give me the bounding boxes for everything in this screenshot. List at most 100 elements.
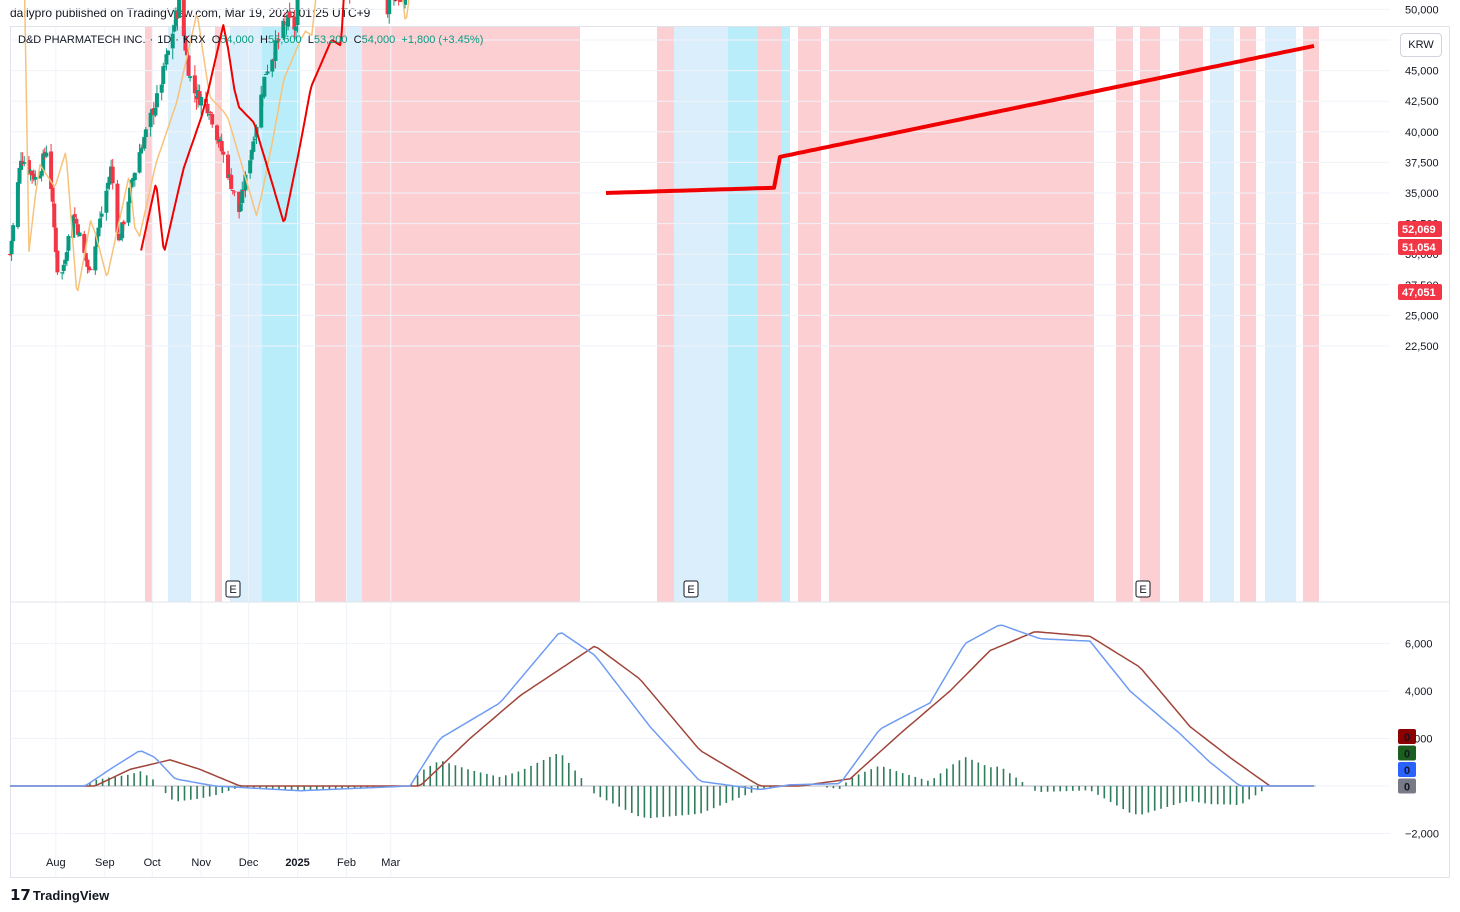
candle-up[interactable]	[33, 176, 38, 180]
candle-down[interactable]	[398, 0, 403, 2]
candle-up[interactable]	[172, 25, 177, 32]
candle-up[interactable]	[262, 76, 267, 97]
currency-button[interactable]: KRW	[1400, 33, 1442, 57]
candle-up[interactable]	[275, 40, 280, 44]
candle-down[interactable]	[52, 203, 57, 228]
candle-up[interactable]	[153, 107, 158, 116]
interval[interactable]: 1D	[157, 34, 172, 46]
candle-down[interactable]	[184, 49, 189, 56]
candle-up[interactable]	[164, 54, 169, 65]
candle-up[interactable]	[39, 171, 44, 176]
candle-up[interactable]	[44, 152, 49, 157]
candle-up[interactable]	[19, 160, 24, 171]
candle-up[interactable]	[17, 167, 22, 184]
candle-up[interactable]	[238, 204, 243, 212]
candle-up[interactable]	[162, 65, 167, 67]
candle-up[interactable]	[64, 252, 69, 261]
candle-down[interactable]	[53, 227, 58, 253]
candle-up[interactable]	[161, 66, 166, 84]
candle-down[interactable]	[186, 55, 191, 76]
candle-down[interactable]	[121, 221, 126, 225]
candle-down[interactable]	[292, 16, 297, 30]
candle-down[interactable]	[208, 111, 213, 113]
candle-up[interactable]	[265, 71, 270, 74]
candle-down[interactable]	[30, 171, 35, 176]
candle-down[interactable]	[210, 114, 215, 125]
candle-up[interactable]	[148, 112, 153, 128]
candle-up[interactable]	[159, 84, 164, 93]
candle-down[interactable]	[183, 35, 188, 51]
candle-up[interactable]	[286, 14, 291, 27]
candle-up[interactable]	[403, 0, 407, 5]
candle-down[interactable]	[85, 259, 90, 267]
candle-down[interactable]	[87, 266, 91, 271]
candle-up[interactable]	[170, 33, 175, 49]
candle-down[interactable]	[214, 125, 219, 141]
candle-up[interactable]	[207, 114, 212, 116]
candle-up[interactable]	[107, 176, 112, 185]
candle-up[interactable]	[218, 139, 223, 142]
candle-up[interactable]	[249, 149, 254, 160]
candle-up[interactable]	[9, 240, 14, 255]
candle-down[interactable]	[226, 154, 231, 179]
candle-down[interactable]	[83, 253, 88, 261]
candle-up[interactable]	[139, 148, 144, 154]
candle-up[interactable]	[118, 238, 123, 241]
candle-up[interactable]	[11, 225, 16, 242]
candle-up[interactable]	[154, 93, 159, 108]
candle-up[interactable]	[60, 272, 65, 274]
candle-down[interactable]	[282, 22, 287, 24]
candle-down[interactable]	[192, 75, 197, 94]
candle-down[interactable]	[49, 151, 54, 190]
candle-up[interactable]	[188, 76, 193, 79]
candle-down[interactable]	[230, 189, 235, 191]
candle-up[interactable]	[99, 213, 104, 217]
earnings-marker[interactable]	[1135, 580, 1151, 598]
candle-up[interactable]	[105, 182, 110, 189]
candle-down[interactable]	[237, 191, 242, 213]
candle-down[interactable]	[55, 250, 60, 273]
candle-up[interactable]	[22, 162, 27, 164]
candle-down[interactable]	[181, 0, 186, 37]
candle-up[interactable]	[41, 153, 46, 173]
candle-up[interactable]	[96, 227, 101, 237]
candle-up[interactable]	[61, 264, 66, 272]
candle-up[interactable]	[295, 0, 300, 26]
candle-up[interactable]	[126, 201, 131, 223]
candle-up[interactable]	[66, 236, 71, 251]
candle-down[interactable]	[276, 39, 281, 41]
candle-up[interactable]	[293, 26, 298, 31]
candle-up[interactable]	[93, 246, 98, 271]
candle-down[interactable]	[232, 191, 237, 193]
candle-up[interactable]	[137, 152, 142, 173]
symbol-name[interactable]: D&D PHARMATECH INC.	[18, 34, 146, 46]
candle-up[interactable]	[142, 136, 147, 149]
candle-up[interactable]	[273, 40, 278, 61]
candle-down[interactable]	[117, 233, 122, 241]
candle-down[interactable]	[74, 218, 79, 224]
tradingview-logo[interactable]: 𝟭𝟳 TradingView	[10, 886, 109, 904]
candle-up[interactable]	[251, 141, 256, 152]
candle-up[interactable]	[252, 139, 257, 141]
candle-up[interactable]	[98, 218, 103, 228]
candle-down[interactable]	[205, 103, 210, 114]
candle-up[interactable]	[129, 179, 134, 188]
candle-up[interactable]	[199, 96, 204, 106]
candle-up[interactable]	[120, 222, 125, 239]
candle-up[interactable]	[281, 20, 286, 39]
candle-down[interactable]	[110, 166, 115, 184]
candle-up[interactable]	[166, 50, 170, 55]
candle-up[interactable]	[243, 174, 248, 191]
earnings-marker[interactable]	[225, 580, 241, 598]
candle-up[interactable]	[177, 0, 182, 18]
candle-up[interactable]	[77, 232, 82, 237]
candle-up[interactable]	[387, 0, 392, 15]
candle-up[interactable]	[240, 189, 245, 204]
candle-down[interactable]	[241, 189, 246, 191]
candle-up[interactable]	[263, 73, 268, 75]
candle-up[interactable]	[63, 259, 68, 264]
candle-down[interactable]	[221, 151, 226, 155]
candle-up[interactable]	[259, 94, 264, 128]
candle-down[interactable]	[31, 173, 36, 180]
